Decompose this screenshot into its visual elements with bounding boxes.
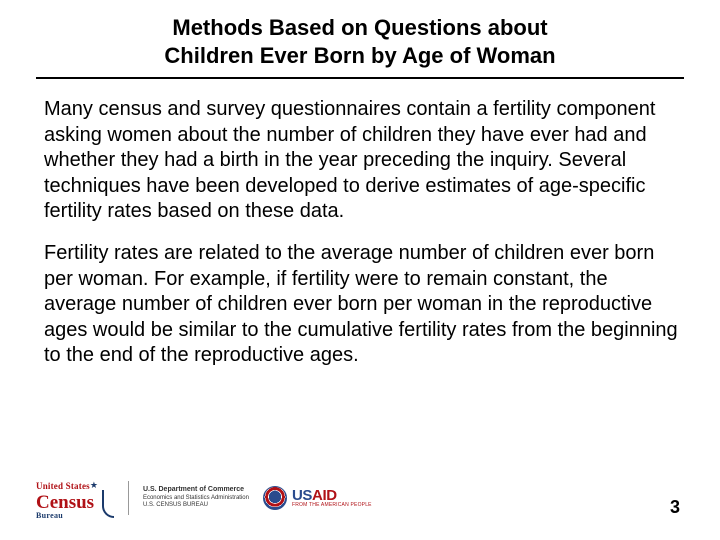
usaid-text: USAID FROM THE AMERICAN PEOPLE [292,488,372,508]
slide: Methods Based on Questions about Childre… [0,0,720,540]
census-logo: United States★ Census Bureau [36,476,114,520]
census-star-icon: ★ [90,480,98,490]
footer-logos: United States★ Census Bureau U.S. Depart… [36,476,372,520]
dept-line-3: U.S. CENSUS BUREAU [143,502,249,510]
footer-divider [128,481,129,515]
usaid-wordmark: USAID [292,488,372,503]
dept-line-2: Economics and Statistics Administration [143,495,249,503]
usaid-logo: USAID FROM THE AMERICAN PEOPLE [263,486,372,510]
title-line-1: Methods Based on Questions about [66,14,654,42]
dept-commerce-block: U.S. Department of Commerce Economics an… [143,486,249,510]
paragraph-2: Fertility rates are related to the avera… [36,241,684,369]
page-number: 3 [670,497,680,518]
slide-title: Methods Based on Questions about Childre… [36,14,684,69]
usaid-seal-icon [263,486,287,510]
dept-line-1: U.S. Department of Commerce [143,486,249,495]
census-swoosh-icon [102,490,114,518]
usaid-tagline: FROM THE AMERICAN PEOPLE [292,503,372,508]
paragraph-1: Many census and survey questionnaires co… [36,97,684,225]
title-line-2: Children Ever Born by Age of Woman [66,42,654,70]
census-logo-text: United States★ Census Bureau [36,476,98,520]
title-underline [36,77,684,79]
census-main-label: Census [36,494,98,511]
census-united-states: United States [36,481,90,491]
